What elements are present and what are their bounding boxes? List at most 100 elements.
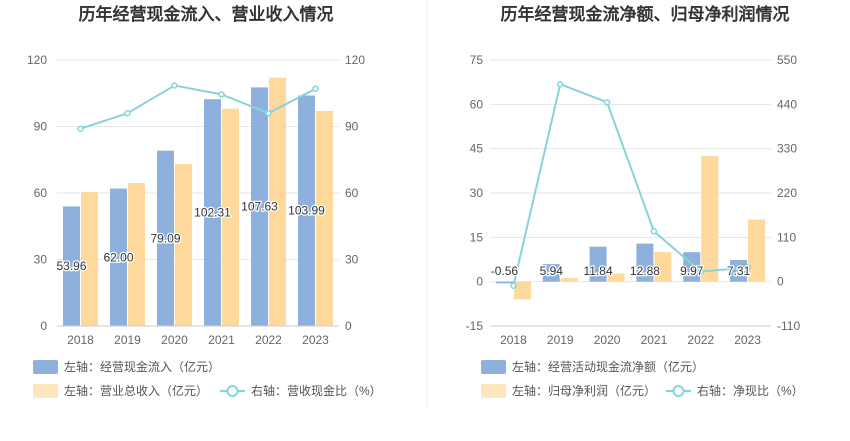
bar-secondary[interactable] (175, 164, 192, 326)
ratio-point[interactable] (265, 109, 272, 117)
data-label: 53.96 (56, 259, 86, 273)
x-tick-label: 2018 (67, 333, 94, 347)
legend-item-revenue[interactable]: 左轴：营业总收入（亿元） (33, 383, 208, 398)
right-axis-tick: 330 (777, 142, 797, 156)
bar-secondary[interactable] (560, 278, 578, 282)
chart-1-title: 历年经营现金流入、营业收入情况 (79, 4, 334, 24)
bar-primary[interactable] (251, 87, 268, 326)
chart-2-x-axis: 2018 2019 2020 2021 2022 2023 (490, 325, 771, 347)
data-label: 79.09 (150, 231, 180, 245)
bar-primary[interactable] (636, 243, 654, 282)
right-axis-tick: 0 (345, 319, 352, 333)
right-axis-tick: 550 (777, 53, 797, 67)
bar-secondary[interactable] (654, 252, 672, 282)
chart-1-legend: 左轴：经营现金流入（亿元） 左轴：营业总收入（亿元） 右轴：营收现金比（%） (33, 359, 382, 398)
bar-primary[interactable] (589, 246, 607, 282)
left-axis-tick: 120 (27, 53, 47, 67)
bar-primary[interactable] (157, 150, 174, 326)
x-tick-label: 2018 (500, 333, 527, 347)
ratio-point[interactable] (218, 91, 225, 98)
ratio-point[interactable] (171, 82, 178, 89)
legend-label-net-cash-ratio: 右轴：净现比（%） (697, 383, 804, 398)
data-label: 7.31 (727, 264, 751, 278)
chart-1-gridlines (57, 59, 339, 327)
chart-2-right-axis: -110 0 110 220 330 440 550 (777, 53, 800, 333)
bar-secondary[interactable] (701, 156, 719, 282)
left-axis-tick: 45 (470, 142, 484, 156)
bar-primary[interactable] (298, 95, 315, 326)
chart-1-bars (63, 77, 333, 327)
ratio-line (80, 84, 316, 130)
x-tick-label: 2022 (255, 333, 282, 347)
right-axis-tick: 120 (345, 53, 365, 67)
right-axis-tick: -110 (777, 319, 800, 333)
bar-primary[interactable] (495, 281, 513, 284)
legend-swatch-inflow (33, 360, 58, 374)
legend-label-net-cashflow: 左轴：经营活动现金流净额（亿元） (512, 359, 704, 374)
chart-2-ratio-line (510, 80, 751, 289)
chart-1-x-axis: 2018 2019 2020 2021 2022 2023 (57, 325, 339, 347)
bar-secondary[interactable] (269, 77, 286, 326)
legend-item-net-profit[interactable]: 左轴：归母净利润（亿元） (481, 383, 656, 398)
bar-primary[interactable] (542, 264, 560, 282)
ratio-point[interactable] (124, 109, 131, 117)
x-tick-label: 2022 (687, 333, 714, 347)
left-axis-tick: 0 (40, 319, 47, 333)
left-axis-tick: 30 (470, 186, 484, 200)
data-label: 9.97 (680, 264, 704, 278)
chart-2-data-labels: -0.56 5.94 11.84 12.88 9.97 7.31 (489, 263, 751, 280)
data-label: 102.31 (194, 206, 231, 220)
x-tick-label: 2019 (547, 333, 574, 347)
bar-primary[interactable] (730, 260, 748, 282)
ratio-point[interactable] (77, 125, 84, 132)
bar-secondary[interactable] (607, 273, 625, 282)
left-axis-tick: 90 (34, 120, 48, 134)
left-axis-tick: 15 (470, 230, 484, 244)
ratio-point[interactable] (510, 282, 517, 289)
legend-swatch-marker-2 (672, 385, 685, 397)
right-axis-tick: 90 (345, 120, 359, 134)
chart-2-legend: 左轴：经营活动现金流净额（亿元） 左轴：归母净利润（亿元） 右轴：净现比（%） (481, 359, 804, 398)
ratio-point[interactable] (557, 80, 564, 88)
data-label: 5.94 (540, 264, 564, 278)
x-tick-label: 2023 (302, 333, 329, 347)
bar-secondary[interactable] (222, 108, 239, 327)
bar-secondary[interactable] (128, 183, 145, 326)
chart-2-title: 历年经营现金流净额、归母净利润情况 (501, 4, 790, 24)
legend-item-inflow[interactable]: 左轴：经营现金流入（亿元） (33, 359, 220, 374)
bar-primary[interactable] (63, 206, 80, 326)
ratio-point[interactable] (603, 99, 611, 106)
x-tick-label: 2020 (594, 333, 621, 347)
legend-item-revenue-cash-ratio[interactable]: 右轴：营收现金比（%） (220, 383, 382, 398)
left-axis-tick: 60 (470, 97, 484, 111)
bar-secondary[interactable] (513, 281, 531, 300)
right-axis-tick: 110 (777, 230, 796, 244)
x-tick-label: 2021 (208, 333, 235, 347)
data-label: 62.00 (103, 250, 133, 264)
data-label: 12.88 (630, 264, 660, 278)
chart-1-data-labels: 53.96 62.00 79.09 102.31 107.63 103.99 (55, 198, 326, 274)
data-label: 103.99 (288, 204, 325, 218)
left-axis-tick: -15 (466, 319, 484, 333)
chart-1: 历年经营现金流入、营业收入情况 0 30 60 90 120 0 30 60 90 120 53… (27, 4, 382, 398)
chart-2-left-axis: -15 0 15 30 45 60 75 (466, 53, 484, 333)
bar-secondary[interactable] (748, 219, 766, 282)
right-axis-tick: 0 (777, 275, 784, 289)
bar-primary[interactable] (110, 188, 127, 326)
legend-label-inflow: 左轴：经营现金流入（亿元） (64, 359, 220, 374)
ratio-point[interactable] (650, 228, 658, 235)
legend-item-net-cashflow[interactable]: 左轴：经营活动现金流净额（亿元） (481, 359, 704, 374)
legend-item-net-cash-ratio[interactable]: 右轴：净现比（%） (666, 383, 804, 398)
legend-swatch-net-profit (481, 384, 506, 398)
left-axis-tick: 75 (470, 53, 484, 67)
chart-2-bars (495, 156, 766, 300)
data-label: -0.56 (491, 264, 519, 278)
ratio-point[interactable] (312, 85, 319, 93)
ratio-point[interactable] (744, 264, 751, 271)
ratio-point[interactable] (697, 268, 704, 275)
bar-secondary[interactable] (316, 110, 333, 326)
bar-secondary[interactable] (81, 191, 98, 326)
right-axis-tick: 220 (777, 186, 797, 200)
bar-primary[interactable] (204, 99, 221, 326)
